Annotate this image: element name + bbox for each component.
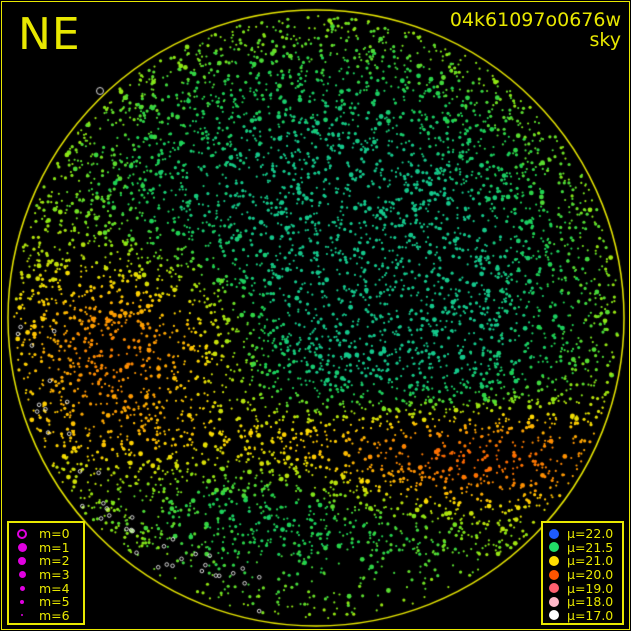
title-block: 04k61097o0676w sky xyxy=(450,10,621,50)
star-size-icon xyxy=(13,571,31,579)
magnitude-label: m=3 xyxy=(39,567,70,583)
magnitude-legend-item: m=0 xyxy=(9,526,83,542)
direction-label: NE xyxy=(18,9,81,60)
magnitude-legend-item: m=5 xyxy=(9,594,83,610)
brightness-legend-item: μ=19.0 xyxy=(543,580,622,596)
star-size-icon xyxy=(13,556,31,565)
color-swatch-icon xyxy=(545,528,563,539)
brightness-label: μ=18.0 xyxy=(567,594,614,610)
color-swatch-icon xyxy=(545,555,563,566)
brightness-legend-item: μ=22.0 xyxy=(543,526,622,542)
brightness-label: μ=19.0 xyxy=(567,580,614,596)
brightness-label: μ=21.5 xyxy=(567,539,614,555)
magnitude-legend-item: m=3 xyxy=(9,567,83,583)
brightness-legend-item: μ=21.0 xyxy=(543,553,622,569)
image-id: 04k61097o0676w xyxy=(449,9,621,31)
magnitude-label: m=4 xyxy=(39,580,70,596)
magnitude-label: m=1 xyxy=(39,539,70,555)
color-swatch-icon xyxy=(545,583,563,594)
star-size-icon xyxy=(13,542,31,552)
brightness-legend-item: μ=17.0 xyxy=(543,607,622,623)
brightness-legend-item: μ=20.0 xyxy=(543,567,622,583)
image-type: sky xyxy=(589,29,621,51)
magnitude-legend-item: m=2 xyxy=(9,553,83,569)
magnitude-legend-item: m=1 xyxy=(9,539,83,555)
color-swatch-icon xyxy=(545,569,563,580)
brightness-legend-item: μ=21.5 xyxy=(543,539,622,555)
color-swatch-icon xyxy=(545,596,563,607)
star-size-icon xyxy=(13,585,31,591)
magnitude-label: m=6 xyxy=(39,607,70,623)
star-size-icon xyxy=(13,599,31,604)
brightness-label: μ=17.0 xyxy=(567,607,614,623)
brightness-label: μ=22.0 xyxy=(567,526,614,542)
brightness-label: μ=20.0 xyxy=(567,567,614,583)
magnitude-label: m=0 xyxy=(39,526,70,542)
magnitude-legend-item: m=4 xyxy=(9,580,83,596)
magnitude-label: m=2 xyxy=(39,553,70,569)
color-swatch-icon xyxy=(545,542,563,553)
magnitude-legend: m=0 m=1 m=2 m=3 m=4 m=5 m=6 xyxy=(7,521,85,625)
magnitude-label: m=5 xyxy=(39,594,70,610)
brightness-label: μ=21.0 xyxy=(567,553,614,569)
sky-brightness-legend: μ=22.0 μ=21.5 μ=21.0 μ=20.0 μ=19.0 μ=18.0 μ=17… xyxy=(541,521,624,625)
brightness-legend-item: μ=18.0 xyxy=(543,594,622,610)
color-swatch-icon xyxy=(545,610,563,621)
magnitude-legend-item: m=6 xyxy=(9,607,83,623)
star-size-icon xyxy=(13,614,31,617)
star-size-icon xyxy=(13,528,31,539)
